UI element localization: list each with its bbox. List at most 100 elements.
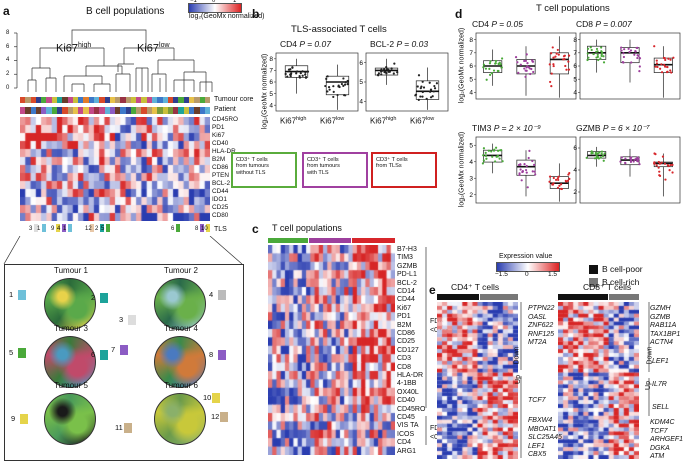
gene-label-c: VIS TA: [397, 422, 419, 430]
data-point: [432, 90, 435, 93]
gene-label-c: ARG1: [397, 447, 417, 455]
tls-label: TLS: [214, 226, 227, 233]
tumour-core-bar-cell: [88, 97, 94, 103]
data-point: [632, 160, 635, 163]
plot-gene: BCL-2: [370, 39, 397, 49]
cluster-low-text: Ki67: [137, 42, 160, 55]
data-point: [301, 70, 304, 73]
dendro-tick-0: 0: [6, 85, 10, 91]
data-point: [482, 63, 486, 66]
data-point: [630, 61, 633, 64]
patient-bar-cell: [115, 107, 121, 114]
colorbar-a-tick-mid: 0: [212, 0, 216, 4]
data-point: [654, 65, 657, 68]
data-point: [499, 63, 502, 66]
annot-label-patient: Patient: [214, 106, 236, 113]
y-tick-label: 6: [269, 79, 273, 86]
data-point: [558, 184, 561, 187]
data-point: [516, 61, 519, 64]
data-point: [556, 186, 560, 189]
roi-number: 1: [9, 290, 14, 299]
dendro-tick-2: 2: [6, 71, 10, 77]
patient-bar-cell: [51, 107, 57, 114]
data-point: [517, 163, 521, 167]
data-point: [638, 57, 642, 60]
data-point: [388, 70, 391, 73]
data-point: [485, 78, 488, 81]
plot-p-value: P = 6 × 10⁻⁷: [602, 123, 650, 133]
gene-label-a: Ki67: [212, 132, 225, 139]
y-tick-label: 6: [573, 63, 577, 70]
data-point: [525, 53, 528, 56]
data-point: [630, 158, 633, 161]
tls-number: 12: [85, 226, 92, 232]
xcat-sup: high: [296, 116, 307, 122]
data-point: [564, 179, 567, 182]
panel-d-boxplot: 2 4 6: [573, 136, 681, 204]
data-point: [498, 157, 501, 160]
data-point: [524, 75, 527, 78]
tumour-core-bar-cell: [183, 97, 189, 103]
patient-bar-cell: [167, 107, 174, 114]
panel-b-plot-title: CD4 P = 0.07: [280, 40, 331, 49]
gene-label-c: PD1: [397, 313, 411, 321]
data-point: [342, 77, 345, 80]
y-tick-label: 3: [469, 175, 473, 182]
tls-number: 3: [29, 226, 33, 232]
gene-label-e: ARHGEF1: [650, 436, 684, 443]
data-point: [521, 170, 524, 173]
gene-label-e: PTPN22: [528, 305, 555, 312]
data-point: [494, 62, 497, 65]
gene-label-c: CD86: [397, 330, 415, 337]
data-point: [295, 72, 298, 75]
data-point: [490, 150, 493, 153]
data-point: [671, 163, 674, 166]
data-point: [524, 59, 528, 62]
data-point: [332, 85, 335, 88]
data-point: [337, 85, 340, 88]
data-point: [592, 52, 595, 56]
tumour-image: [44, 393, 96, 445]
data-point: [435, 82, 438, 85]
gene-label-c: 4-1BB: [397, 380, 417, 388]
data-point: [484, 67, 488, 70]
data-point: [622, 55, 626, 59]
data-point: [304, 76, 308, 79]
colorbar-e-tick-max: 1.5: [548, 271, 558, 278]
tumour-image: [154, 278, 206, 330]
data-point: [568, 171, 571, 175]
data-point: [304, 71, 307, 74]
legend-line: CD3⁺ T cells: [376, 157, 408, 163]
data-point: [664, 58, 667, 62]
roi-number: 11: [115, 423, 123, 432]
gene-label-c: CD14: [397, 288, 415, 295]
data-point: [532, 163, 536, 166]
gene-label-e: LEF1: [528, 442, 545, 450]
patient-bar-cell: [199, 107, 205, 114]
data-point: [567, 60, 570, 63]
tumour-label: Tumour 3: [54, 324, 88, 333]
data-point: [385, 68, 389, 71]
dendrogram-axis: [14, 32, 18, 89]
tls-swatch: [68, 224, 72, 232]
y-tick-label: 5: [359, 79, 363, 86]
data-point: [556, 177, 559, 180]
data-point: [324, 84, 327, 88]
panel-b-xcat: Ki67low: [320, 116, 344, 126]
data-point: [519, 168, 522, 171]
tls-number: 6: [171, 226, 175, 232]
gene-label-a: BCL-2: [212, 180, 231, 187]
data-point: [666, 70, 669, 73]
data-point: [655, 62, 659, 65]
data-point: [620, 156, 623, 159]
cd4-bar-poor: [437, 294, 479, 300]
data-point: [620, 46, 623, 49]
data-point: [636, 156, 639, 159]
data-point: [327, 86, 331, 89]
patient-bar-cell: [178, 107, 184, 114]
data-point: [325, 77, 328, 81]
data-point: [590, 48, 593, 52]
gene-label-c: CD40: [397, 397, 415, 405]
data-point: [484, 154, 488, 157]
gene-label-e: RAB11A: [650, 322, 677, 329]
